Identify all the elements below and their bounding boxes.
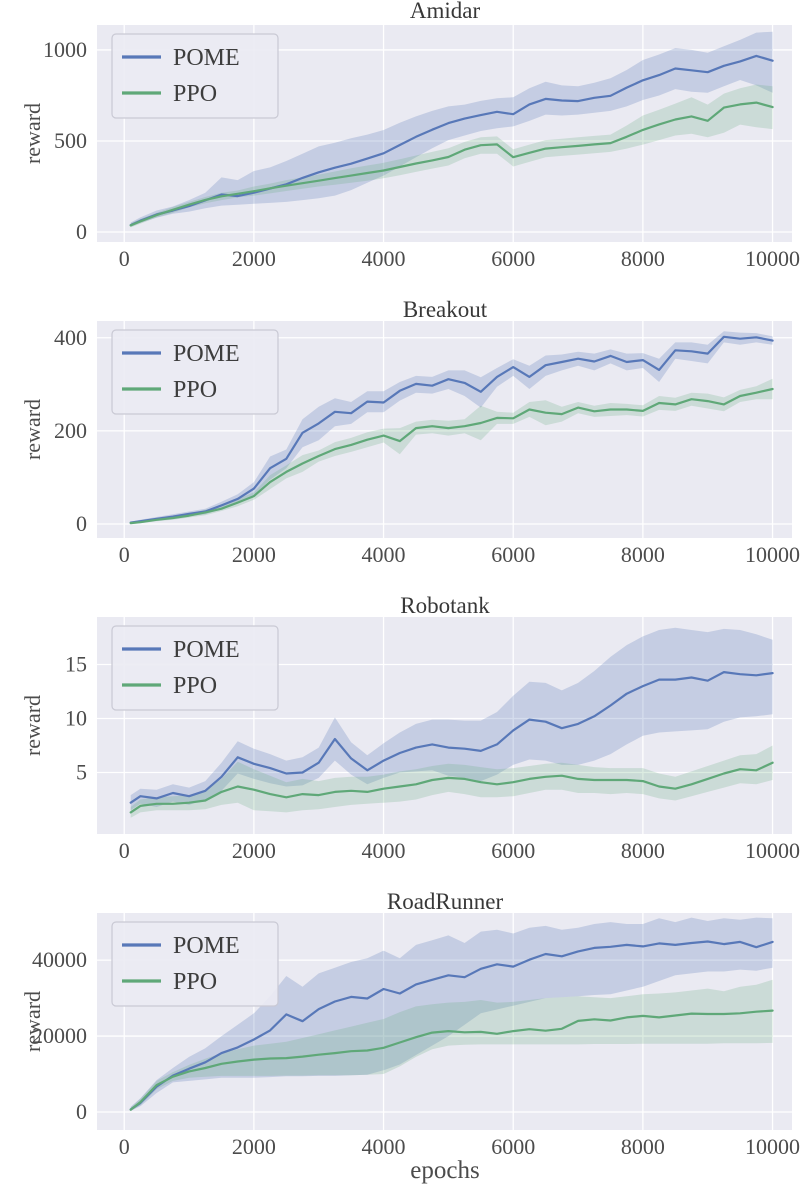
x-tick-label: 2000 <box>232 838 276 863</box>
legend-label-pome: POME <box>173 933 240 959</box>
y-axis-label: reward <box>20 103 45 164</box>
chart-title: Robotank <box>400 593 490 618</box>
legend-label-pome: POME <box>173 45 240 71</box>
legend: POME PPO <box>111 33 279 119</box>
y-tick-label: 0 <box>76 219 87 244</box>
x-tick-label: 4000 <box>362 246 406 271</box>
x-tick-label: 2000 <box>232 246 276 271</box>
series-line-pome <box>129 335 774 524</box>
series-line-ppo <box>129 101 774 227</box>
chart-title: Amidar <box>410 0 481 23</box>
x-tick-label: 8000 <box>621 246 665 271</box>
x-tick-label: 8000 <box>621 1134 665 1159</box>
legend-label-ppo: PPO <box>173 81 217 107</box>
y-tick-label: 20000 <box>32 1023 87 1048</box>
legend: POME PPO <box>111 329 279 415</box>
x-tick-label: 0 <box>119 246 130 271</box>
series-band-ppo <box>130 745 773 818</box>
series-line-ppo <box>129 1009 774 1111</box>
legend-box <box>111 625 279 711</box>
x-tick-label: 0 <box>119 1134 130 1159</box>
x-tick-label: 2000 <box>232 542 276 567</box>
legend-box <box>111 921 279 1007</box>
legend-label-pome: POME <box>173 637 240 663</box>
series-band-pome <box>130 331 773 524</box>
legend-label-ppo: PPO <box>173 969 217 995</box>
x-axis-label: epochs <box>410 1157 479 1184</box>
y-tick-label: 200 <box>54 418 87 443</box>
series-group <box>129 31 774 228</box>
chart-title: RoadRunner <box>387 889 504 914</box>
y-axis-label: reward <box>20 991 45 1052</box>
series-group <box>129 331 774 525</box>
y-tick-label: 0 <box>76 511 87 536</box>
series-line-pome <box>129 940 774 1111</box>
legend-label-ppo: PPO <box>173 673 217 699</box>
y-tick-label: 15 <box>65 652 87 677</box>
x-tick-label: 4000 <box>362 838 406 863</box>
series-line-pome <box>129 671 774 804</box>
x-tick-label: 2000 <box>232 1134 276 1159</box>
y-tick-label: 0 <box>76 1099 87 1124</box>
y-tick-label: 5 <box>76 759 87 784</box>
x-tick-label: 8000 <box>621 542 665 567</box>
y-tick-label: 40000 <box>32 947 87 972</box>
legend-label-ppo: PPO <box>173 377 217 403</box>
x-tick-label: 10000 <box>745 1134 800 1159</box>
y-tick-label: 1000 <box>43 37 87 62</box>
y-tick-label: 400 <box>54 325 87 350</box>
series-band-pome <box>130 627 773 811</box>
series-band-ppo <box>130 378 773 524</box>
x-tick-label: 10000 <box>745 838 800 863</box>
x-tick-label: 0 <box>119 542 130 567</box>
x-tick-label: 6000 <box>491 1134 535 1159</box>
x-tick-label: 8000 <box>621 838 665 863</box>
legend: POME PPO <box>111 625 279 711</box>
legend-label-pome: POME <box>173 341 240 367</box>
legend-box <box>111 33 279 119</box>
x-tick-label: 6000 <box>491 838 535 863</box>
y-tick-label: 500 <box>54 128 87 153</box>
x-tick-label: 10000 <box>745 542 800 567</box>
chart-roadrunner: RoadRunner 0 20000 40000 0 2000 4000 6000 8000 10… <box>20 889 800 1184</box>
legend: POME PPO <box>111 921 279 1007</box>
y-axis-label: reward <box>20 399 45 460</box>
y-axis-label: reward <box>20 695 45 756</box>
x-tick-label: 4000 <box>362 1134 406 1159</box>
series-band-pome <box>130 31 773 227</box>
series-band-ppo <box>130 979 773 1111</box>
legend-box <box>111 329 279 415</box>
series-line-ppo <box>129 387 774 525</box>
chart-robotank: Robotank 5 10 15 0 2000 4000 6000 8000 10000 rewar… <box>20 593 800 863</box>
x-tick-label: 6000 <box>491 246 535 271</box>
x-tick-label: 10000 <box>745 246 800 271</box>
chart-title: Breakout <box>403 297 488 322</box>
series-group <box>129 917 774 1111</box>
series-band-pome <box>130 917 773 1111</box>
x-tick-label: 4000 <box>362 542 406 567</box>
y-tick-label: 10 <box>65 705 87 730</box>
series-line-ppo <box>129 761 774 814</box>
x-tick-label: 0 <box>119 838 130 863</box>
x-tick-label: 6000 <box>491 542 535 567</box>
series-group <box>129 627 774 818</box>
